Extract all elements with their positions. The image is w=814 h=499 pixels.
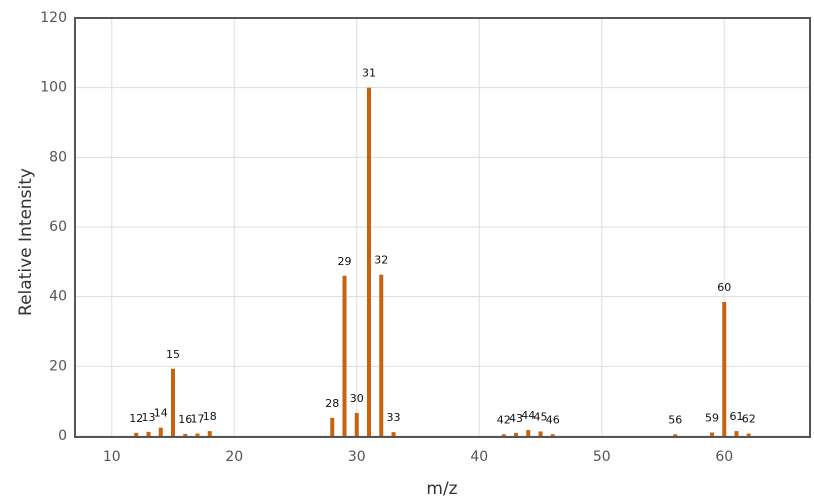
bar — [746, 433, 751, 436]
bar — [379, 274, 384, 436]
x-tick-label: 60 — [715, 449, 733, 465]
x-tick-label: 20 — [225, 449, 243, 465]
data-label: 43 — [509, 412, 523, 425]
bar — [526, 430, 531, 436]
data-label: 45 — [534, 410, 548, 423]
bar — [207, 431, 212, 436]
data-label: 62 — [742, 413, 756, 426]
bar — [710, 432, 714, 436]
data-label: 18 — [203, 410, 217, 423]
data-label: 15 — [166, 348, 180, 361]
plot-frame — [74, 17, 811, 438]
data-label: 33 — [387, 411, 401, 424]
y-tick-label: 100 — [40, 80, 67, 96]
x-tick-label: 50 — [593, 449, 611, 465]
data-label: 59 — [705, 412, 719, 425]
x-tick-label: 40 — [470, 449, 488, 465]
data-label: 46 — [546, 413, 560, 426]
bar — [134, 432, 139, 436]
data-label: 13 — [142, 411, 156, 424]
x-axis-label: m/z — [426, 479, 457, 499]
bar — [538, 431, 543, 436]
y-tick-label: 60 — [49, 219, 67, 235]
data-label: 17 — [191, 413, 205, 426]
x-tick-label: 30 — [348, 449, 366, 465]
bar — [183, 433, 188, 436]
data-label: 60 — [717, 281, 731, 294]
bar — [501, 434, 506, 436]
data-label: 32 — [374, 254, 388, 267]
x-tick-label: 10 — [103, 449, 121, 465]
data-label: 56 — [668, 413, 682, 426]
y-tick-label: 0 — [58, 428, 67, 444]
bar — [354, 413, 359, 436]
y-tick-label: 120 — [40, 10, 67, 26]
data-label: 44 — [521, 409, 535, 422]
data-label: 31 — [362, 67, 376, 80]
bar — [734, 431, 739, 436]
bar — [330, 417, 335, 436]
bar — [342, 275, 347, 436]
bar — [722, 301, 727, 436]
bar — [673, 434, 678, 436]
bar — [391, 432, 396, 436]
y-tick-label: 20 — [49, 358, 67, 374]
bar — [514, 432, 518, 436]
bar — [158, 427, 163, 436]
y-tick-label: 80 — [49, 149, 67, 165]
data-label: 28 — [325, 397, 339, 410]
data-label: 29 — [338, 255, 352, 268]
data-label: 12 — [129, 412, 143, 425]
data-label: 14 — [154, 407, 168, 420]
data-label: 16 — [178, 413, 192, 426]
data-label: 42 — [497, 413, 511, 426]
y-tick-label: 40 — [49, 289, 67, 305]
data-label: 61 — [730, 410, 744, 423]
bar — [171, 368, 175, 436]
y-axis-label: Relative Intensity — [16, 168, 36, 316]
bar — [146, 431, 151, 436]
bar — [195, 433, 200, 436]
bar — [550, 434, 555, 436]
data-label: 30 — [350, 392, 364, 405]
bar — [367, 87, 371, 437]
